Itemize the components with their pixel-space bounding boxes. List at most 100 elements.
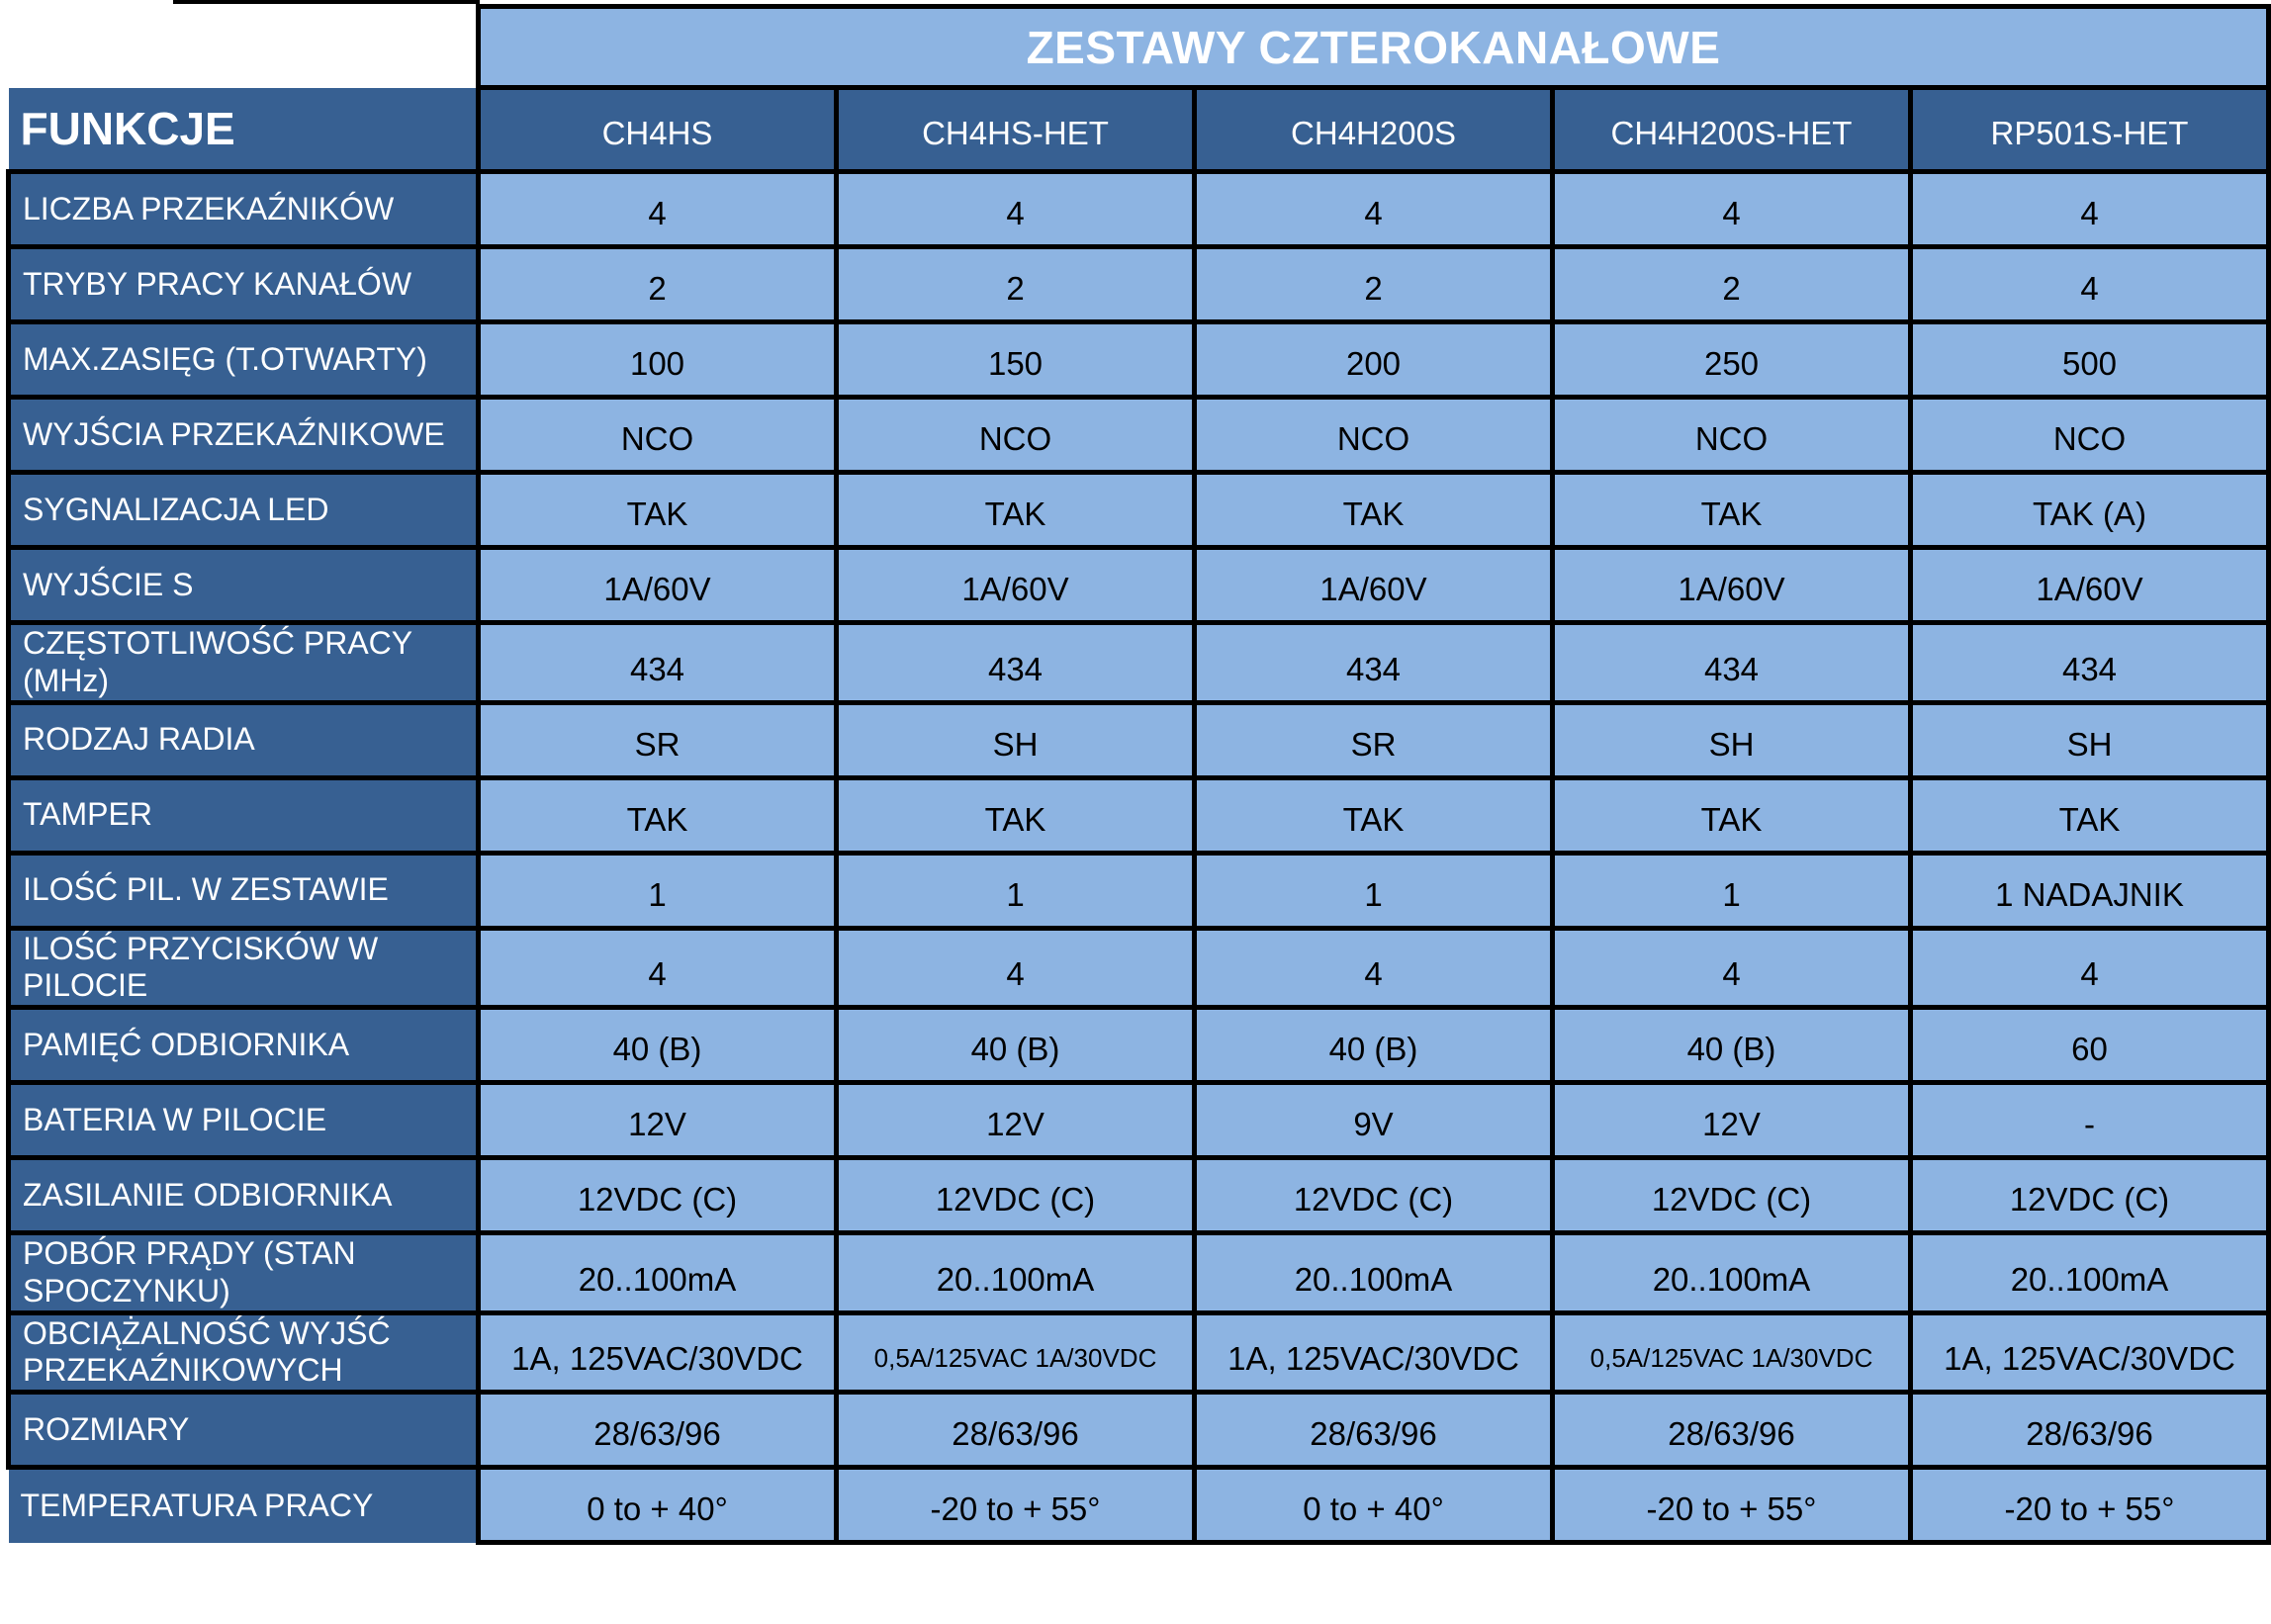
value-cell: 28/63/96 [1908,1390,2271,1470]
value-cell: 20..100mA [1192,1230,1555,1315]
value-cell: TAK [1550,470,1913,550]
value-cell: 0,5A/125VAC 1A/30VDC [834,1309,1197,1395]
value-cell: 4 [1192,169,1555,249]
title-row: ZESTAWY CZTEROKANAŁOWE [8,4,2271,90]
value-cell: 4 [1550,925,1913,1010]
row-label: TAMPER [6,774,481,856]
row-label: POBÓR PRĄDY (STAN SPOCZYNKU) [6,1230,481,1315]
value-cell: 4 [1192,925,1555,1010]
table-row: BATERIA W PILOCIE 12V 12V 9V 12V - [6,1080,2271,1160]
value-cell: 1 [834,850,1197,931]
value-cell: 40 (B) [476,1005,839,1085]
value-cell: 12VDC (C) [1550,1155,1913,1235]
value-cell: 1A/60V [1550,545,1913,625]
value-cell: 434 [834,620,1197,705]
value-cell: SR [1192,699,1555,780]
value-cell: NCO [476,395,839,475]
value-cell: 40 (B) [1192,1005,1555,1085]
value-cell: 0 to + 40° [1192,1465,1555,1545]
value-cell: 4 [1908,244,2271,324]
corner-empty-cell [8,6,479,88]
table-row: WYJŚCIA PRZEKAŹNIKOWE NCO NCO NCO NCO NCO [6,395,2271,475]
value-cell: 20..100mA [1550,1230,1913,1315]
table-row: ILOŚĆ PIL. W ZESTAWIE 1 1 1 1 1 NADAJNIK [6,850,2271,931]
column-header: RP501S-HET [1908,85,2271,174]
value-cell: 1 [476,850,839,931]
corner-label: FUNKCJE [8,87,481,174]
table-title: ZESTAWY CZTEROKANAŁOWE [476,4,2271,90]
value-cell: TAK [1192,470,1555,550]
value-cell: 434 [1908,620,2271,705]
value-cell: 1A, 125VAC/30VDC [1192,1309,1555,1395]
value-cell: 28/63/96 [1192,1390,1555,1470]
table-row: RODZAJ RADIA SR SH SR SH SH [6,699,2271,780]
value-cell: TAK [476,470,839,550]
value-cell: 12VDC (C) [834,1155,1197,1235]
value-cell: TAK [476,774,839,856]
table-row: ZASILANIE ODBIORNIKA 12VDC (C) 12VDC (C) 12… [6,1155,2271,1235]
value-cell: 0 to + 40° [476,1465,839,1545]
value-cell: 0,5A/125VAC 1A/30VDC [1550,1309,1913,1395]
value-cell: 4 [1908,925,2271,1010]
value-cell: TAK [1192,774,1555,856]
top-border-artifact-line [173,0,480,4]
row-label: OBCIĄŻALNOŚĆ WYJŚĆ PRZEKAŹNIKOWYCH [6,1309,481,1395]
value-cell: 40 (B) [1550,1005,1913,1085]
value-cell: 28/63/96 [476,1390,839,1470]
value-cell: 4 [834,925,1197,1010]
value-cell: 500 [1908,319,2271,400]
table-row: POBÓR PRĄDY (STAN SPOCZYNKU) 20..100mA 20.… [6,1230,2271,1315]
row-label: TEMPERATURA PRACY [8,1465,481,1543]
value-cell: 28/63/96 [1550,1390,1913,1470]
column-header: CH4HS-HET [834,85,1197,174]
row-label: SYGNALIZACJA LED [6,470,481,550]
value-cell: 2 [476,244,839,324]
value-cell: TAK [1550,774,1913,856]
table-row: WYJŚCIE S 1A/60V 1A/60V 1A/60V 1A/60V 1A/60V [6,545,2271,625]
value-cell: SH [834,699,1197,780]
value-cell: 4 [1550,169,1913,249]
value-cell: 2 [1192,244,1555,324]
table-row: OBCIĄŻALNOŚĆ WYJŚĆ PRZEKAŹNIKOWYCH 1A, 12… [6,1309,2271,1395]
value-cell: 28/63/96 [834,1390,1197,1470]
value-cell: -20 to + 55° [1550,1465,1913,1545]
value-cell: 100 [476,319,839,400]
value-cell: - [1908,1080,2271,1160]
value-cell: 20..100mA [834,1230,1197,1315]
table-row: CZĘSTOTLIWOŚĆ PRACY (MHz) 434 434 434 434 434 [6,620,2271,705]
value-cell: 434 [476,620,839,705]
value-cell: TAK [834,774,1197,856]
value-cell: 1A/60V [476,545,839,625]
row-label: WYJŚCIE S [6,545,481,625]
value-cell: TAK [834,470,1197,550]
table-row: MAX.ZASIĘG (T.OTWARTY) 100 150 200 250 500 [6,319,2271,400]
value-cell: TAK [1908,774,2271,856]
value-cell: NCO [834,395,1197,475]
row-label: PAMIĘĆ ODBIORNIKA [6,1005,481,1085]
header-row: FUNKCJE CH4HS CH4HS-HET CH4H200S CH4H200S-H… [8,85,2271,174]
value-cell: 9V [1192,1080,1555,1160]
table-row: ILOŚĆ PRZYCISKÓW W PILOCIE 4 4 4 4 4 [6,925,2271,1010]
value-cell: NCO [1908,395,2271,475]
value-cell: NCO [1550,395,1913,475]
value-cell: 2 [834,244,1197,324]
value-cell: 4 [1908,169,2271,249]
value-cell: 40 (B) [834,1005,1197,1085]
row-label: ROZMIARY [6,1390,481,1470]
value-cell: SR [476,699,839,780]
value-cell: NCO [1192,395,1555,475]
table-row: ROZMIARY 28/63/96 28/63/96 28/63/96 28/63/96… [6,1390,2271,1470]
value-cell: TAK (A) [1908,470,2271,550]
row-label: ILOŚĆ PIL. W ZESTAWIE [6,850,481,931]
value-cell: 12V [1550,1080,1913,1160]
value-cell: 1A/60V [834,545,1197,625]
value-cell: 12VDC (C) [1192,1155,1555,1235]
value-cell: 1A, 125VAC/30VDC [1908,1309,2271,1395]
value-cell: 4 [476,169,839,249]
value-cell: 1 [1550,850,1913,931]
value-cell: 12V [476,1080,839,1160]
value-cell: 1A, 125VAC/30VDC [476,1309,839,1395]
row-label: RODZAJ RADIA [6,699,481,780]
value-cell: 1A/60V [1192,545,1555,625]
column-header: CH4H200S-HET [1550,85,1913,174]
